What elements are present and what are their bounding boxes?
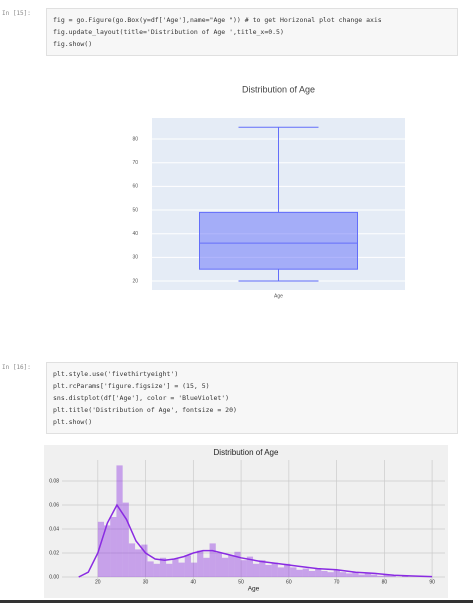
histogram-bar — [215, 553, 222, 577]
y-tick-label: 30 — [132, 255, 138, 261]
histogram-bar — [265, 565, 272, 577]
histogram-bar — [197, 550, 204, 577]
histogram-bar — [290, 567, 297, 577]
chart-title: Distribution of Age — [214, 448, 279, 457]
y-tick-label: 60 — [132, 184, 138, 190]
code-line: sns.distplot(df['Age'], color = 'BlueVio… — [53, 394, 230, 402]
code-cell: plt.style.use('fivethirtyeight') plt.rcPa… — [46, 362, 458, 434]
cell-prompt: In [16]: — [2, 364, 31, 371]
histogram-bar — [135, 549, 142, 577]
histogram-bar — [172, 559, 179, 577]
x-tick-label: Age — [274, 293, 283, 299]
histogram-bar — [153, 563, 160, 577]
code-line: plt.title('Distribution of Age', fontsiz… — [53, 406, 237, 414]
x-tick-label: 20 — [95, 579, 101, 585]
histogram-bar — [364, 573, 371, 577]
histogram-bar — [315, 568, 322, 577]
y-tick-label: 0.04 — [49, 526, 59, 532]
histogram-bar — [246, 556, 254, 577]
histogram-bar — [358, 574, 365, 577]
histogram-bar — [333, 569, 340, 577]
y-tick-label: 0.08 — [49, 478, 59, 484]
histogram-bar — [240, 560, 247, 577]
histogram-bar — [228, 555, 235, 577]
histogram-bar — [203, 557, 210, 577]
kde-line — [78, 503, 433, 578]
x-tick-label: 50 — [238, 579, 244, 585]
histogram-bar — [352, 572, 359, 577]
y-tick-label: 20 — [132, 278, 138, 284]
code-line: fig.show() — [53, 40, 93, 48]
histogram-bar — [259, 560, 266, 577]
code-line: plt.show() — [53, 418, 93, 426]
y-tick-label: 70 — [132, 160, 138, 166]
histogram-bar — [128, 543, 136, 577]
histogram-bar — [104, 525, 111, 577]
histogram-bar — [296, 569, 303, 577]
code-line: plt.style.use('fivethirtyeight') — [53, 370, 179, 378]
x-tick-label: 40 — [191, 579, 197, 585]
histogram-bar — [178, 562, 185, 577]
histogram-bar — [97, 521, 105, 577]
x-tick-label: 80 — [382, 579, 388, 585]
box — [199, 211, 358, 270]
code-line: fig = go.Figure(go.Box(y=df['Age'],name=… — [53, 16, 382, 24]
histogram-bar — [277, 567, 285, 577]
y-tick-label: 50 — [132, 207, 138, 213]
histogram-bar — [321, 571, 328, 577]
histogram-bar — [370, 574, 378, 577]
histogram-bar — [159, 557, 167, 577]
code-cell: fig = go.Figure(go.Box(y=df['Age'],name=… — [46, 8, 458, 56]
histogram-bar — [234, 551, 241, 577]
histogram-bar — [284, 563, 291, 577]
figure-background — [44, 445, 448, 598]
histogram-bar — [209, 543, 216, 577]
y-tick-label: 80 — [132, 136, 138, 142]
histogram-bar — [389, 575, 396, 577]
histogram-bar — [116, 465, 123, 577]
histogram-bar — [221, 557, 229, 577]
histogram-bar — [302, 568, 309, 577]
histogram-bar — [190, 562, 198, 577]
histogram-bar — [110, 517, 117, 577]
histogram-bar — [346, 573, 353, 577]
chart-title: Distribution of Age — [242, 84, 315, 94]
y-tick-label: 0.00 — [49, 574, 59, 580]
histogram-bar — [339, 572, 347, 577]
histogram-bar — [253, 563, 260, 577]
histogram-bar — [122, 502, 129, 577]
histogram-bar — [166, 563, 173, 577]
x-axis-label: Age — [248, 586, 260, 593]
histogram-bar — [383, 574, 390, 577]
code-line: fig.update_layout(title='Distribution of… — [53, 28, 284, 36]
histogram-bar — [308, 571, 316, 577]
y-tick-label: 40 — [132, 231, 138, 237]
x-tick-label: 60 — [286, 579, 292, 585]
histogram-bar — [141, 544, 148, 577]
histogram-bar — [271, 562, 278, 577]
x-tick-label: 30 — [143, 579, 149, 585]
bottom-bar — [0, 600, 473, 603]
y-tick-label: 0.06 — [49, 502, 59, 508]
histogram-bar — [377, 575, 384, 577]
x-tick-label: 90 — [429, 579, 435, 585]
code-line: plt.rcParams['figure.figsize'] = (15, 5) — [53, 382, 210, 390]
histogram-bar — [184, 555, 191, 577]
cell-prompt: In [15]: — [2, 10, 31, 17]
y-tick-label: 0.02 — [49, 550, 59, 556]
histogram-bar — [147, 561, 154, 577]
histogram-bar — [327, 572, 334, 577]
x-tick-label: 70 — [334, 579, 340, 585]
